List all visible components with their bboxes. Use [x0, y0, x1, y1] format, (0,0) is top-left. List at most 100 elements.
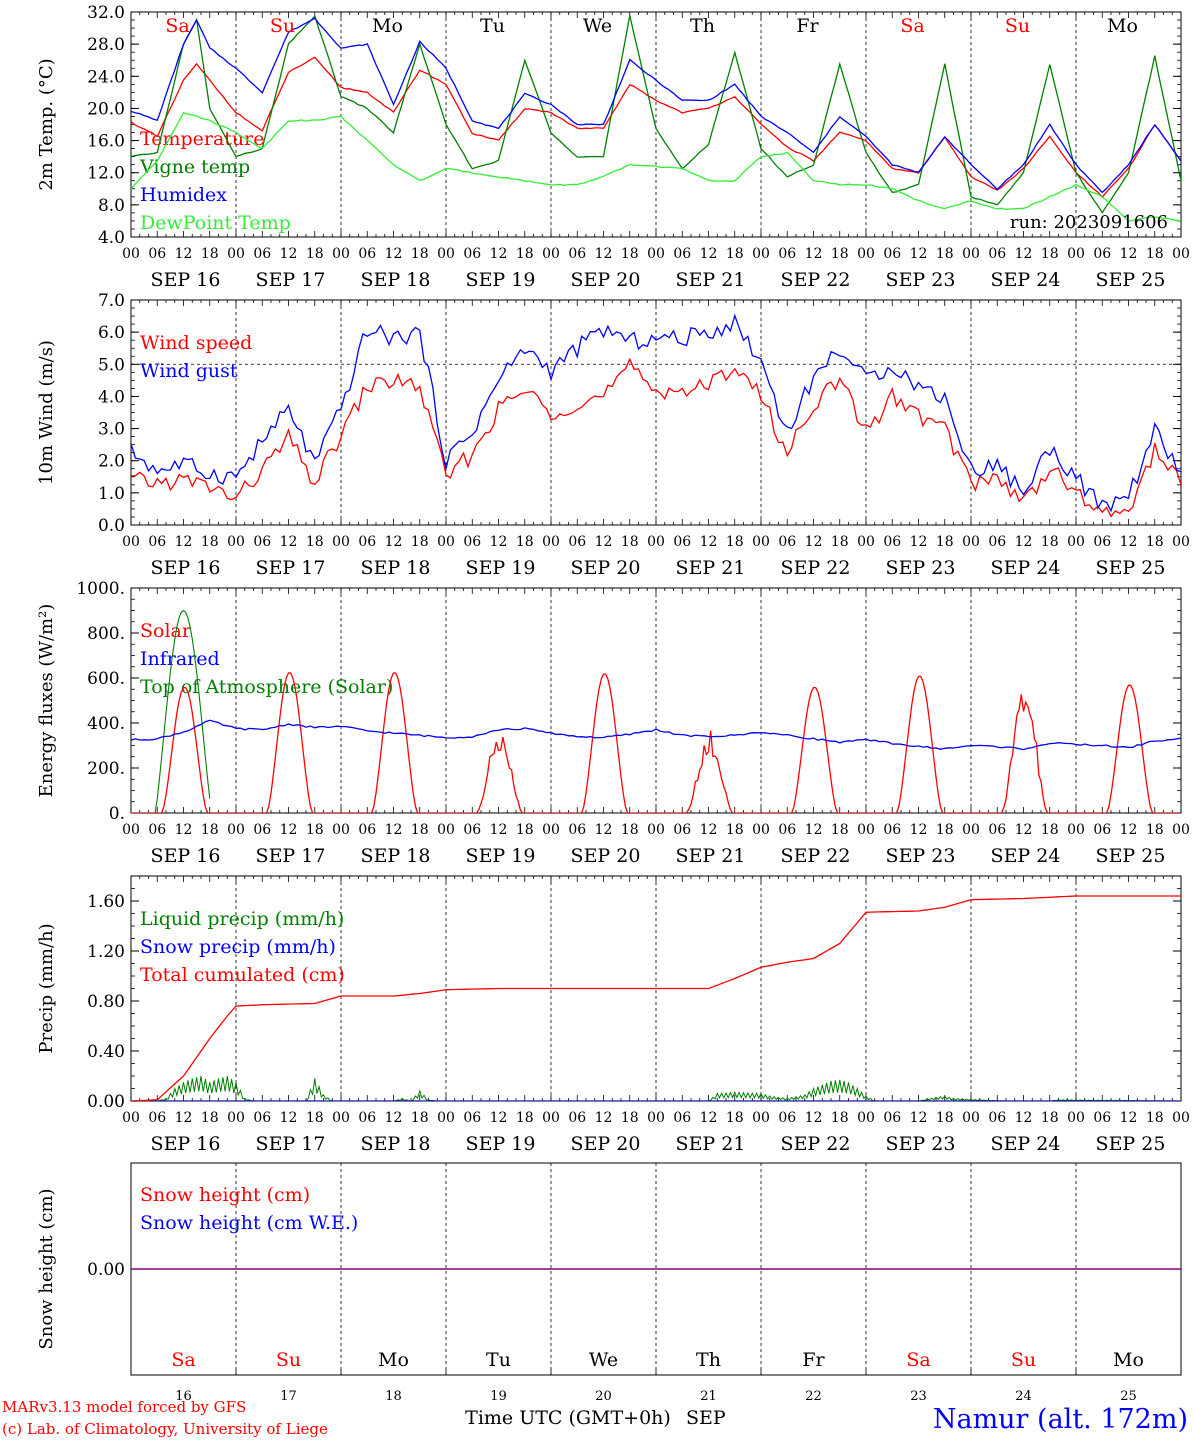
date-label: SEP 16: [151, 557, 221, 579]
series-line-dewpoint-temp: [131, 112, 1181, 223]
y-tick-label: 2.0: [98, 452, 125, 472]
hour-tick-label: 00: [332, 534, 350, 550]
hour-tick-label: 00: [122, 534, 140, 550]
hour-tick-label: 00: [437, 534, 455, 550]
hour-tick-label: 18: [936, 1110, 954, 1126]
hour-tick-label: 00: [962, 534, 980, 550]
hour-tick-label: 00: [962, 822, 980, 838]
legend-entry: Snow height (cm W.E.): [140, 1212, 358, 1234]
series-line-solar: [131, 672, 1179, 813]
hour-tick-label: 12: [280, 534, 298, 550]
hour-tick-label: 12: [805, 1110, 823, 1126]
date-label: SEP 18: [361, 269, 431, 291]
hour-tick-label: 18: [201, 1110, 219, 1126]
date-label: SEP 22: [781, 845, 851, 867]
hour-tick-label: 00: [227, 246, 245, 262]
legend-entry: Wind speed: [140, 332, 252, 354]
y-tick-label: 1.60: [87, 892, 125, 912]
series-line-vigne-temp: [131, 14, 1181, 214]
hour-tick-label: 12: [1120, 1110, 1138, 1126]
date-label: SEP 17: [256, 1133, 326, 1155]
plot-frame-wind: [130, 299, 1182, 526]
hour-tick-label: 12: [385, 822, 403, 838]
plot-frame-energy: [130, 587, 1182, 814]
day-name-label: Su: [1011, 1349, 1036, 1371]
hour-tick-label: 06: [778, 822, 796, 838]
date-label: SEP 16: [151, 845, 221, 867]
day-name-label: Mo: [372, 15, 403, 37]
hour-tick-label: 06: [673, 246, 691, 262]
date-label: SEP 24: [991, 845, 1061, 867]
hour-tick-label: 18: [201, 534, 219, 550]
y-tick-label: 4.0: [98, 387, 125, 407]
day-name-label: We: [589, 1349, 618, 1371]
hour-tick-label: 00: [437, 246, 455, 262]
station-label: Namur (alt. 172m): [933, 1404, 1188, 1435]
hour-tick-label: 06: [148, 1110, 166, 1126]
day-number-label: 19: [490, 1389, 507, 1404]
hour-tick-label: 06: [568, 1110, 586, 1126]
date-label: SEP 23: [886, 269, 956, 291]
y-tick-label: 8.0: [98, 196, 125, 216]
hour-tick-label: 00: [857, 822, 875, 838]
y-tick-label: 1.20: [87, 942, 125, 962]
hour-tick-label: 06: [358, 246, 376, 262]
y-tick-label: 0.40: [87, 1042, 125, 1062]
hour-tick-label: 12: [910, 534, 928, 550]
date-label: SEP 23: [886, 1133, 956, 1155]
hour-tick-label: 00: [227, 822, 245, 838]
hour-tick-label: 06: [463, 822, 481, 838]
date-label: SEP 24: [991, 269, 1061, 291]
hour-tick-label: 00: [857, 246, 875, 262]
day-name-label: Mo: [1113, 1349, 1144, 1371]
hour-tick-label: 12: [910, 822, 928, 838]
date-label: SEP 22: [781, 1133, 851, 1155]
hour-tick-label: 00: [962, 1110, 980, 1126]
legend-entry: Snow precip (mm/h): [140, 936, 336, 958]
hour-tick-label: 00: [1172, 1110, 1190, 1126]
hour-tick-label: 18: [1041, 534, 1059, 550]
hour-tick-label: 12: [280, 246, 298, 262]
hour-tick-label: 12: [700, 534, 718, 550]
hour-tick-label: 06: [463, 534, 481, 550]
hour-tick-label: 18: [621, 534, 639, 550]
day-number-label: 25: [1120, 1389, 1137, 1404]
date-label: SEP 23: [886, 845, 956, 867]
series-line-wind-speed: [131, 357, 1181, 518]
date-label: SEP 16: [151, 269, 221, 291]
y-tick-label: 1000.: [76, 579, 125, 599]
date-label: SEP 25: [1096, 1133, 1166, 1155]
day-name-label: Sa: [165, 15, 189, 37]
hour-tick-label: 18: [726, 534, 744, 550]
y-tick-label: 32.0: [87, 3, 125, 23]
hour-tick-label: 12: [175, 246, 193, 262]
day-number-label: 21: [700, 1389, 717, 1404]
legend-entry: Wind gust: [140, 360, 238, 382]
hour-tick-label: 06: [883, 822, 901, 838]
hour-tick-label: 00: [122, 246, 140, 262]
y-tick-label: 5.0: [98, 355, 125, 375]
y-axis-label: 10m Wind (m/s): [36, 340, 57, 485]
hour-tick-label: 06: [253, 246, 271, 262]
hour-tick-label: 18: [411, 822, 429, 838]
hour-tick-label: 06: [988, 822, 1006, 838]
hour-tick-label: 00: [542, 1110, 560, 1126]
hour-tick-label: 18: [621, 246, 639, 262]
y-axis-label: Precip (mm/h): [36, 923, 57, 1053]
date-label: SEP 17: [256, 269, 326, 291]
hour-tick-label: 06: [1093, 1110, 1111, 1126]
date-label: SEP 20: [571, 1133, 641, 1155]
day-name-label: Mo: [378, 1349, 409, 1371]
hour-tick-label: 18: [831, 534, 849, 550]
date-label: SEP 21: [676, 845, 746, 867]
hour-tick-label: 06: [253, 822, 271, 838]
date-label: SEP 20: [571, 845, 641, 867]
hour-tick-label: 06: [673, 822, 691, 838]
date-label: SEP 21: [676, 1133, 746, 1155]
date-label: SEP 18: [361, 845, 431, 867]
hour-tick-label: 00: [647, 534, 665, 550]
date-label: SEP 19: [466, 1133, 536, 1155]
hour-tick-label: 18: [1041, 246, 1059, 262]
hour-tick-label: 18: [621, 1110, 639, 1126]
day-name-label: Fr: [796, 15, 819, 37]
